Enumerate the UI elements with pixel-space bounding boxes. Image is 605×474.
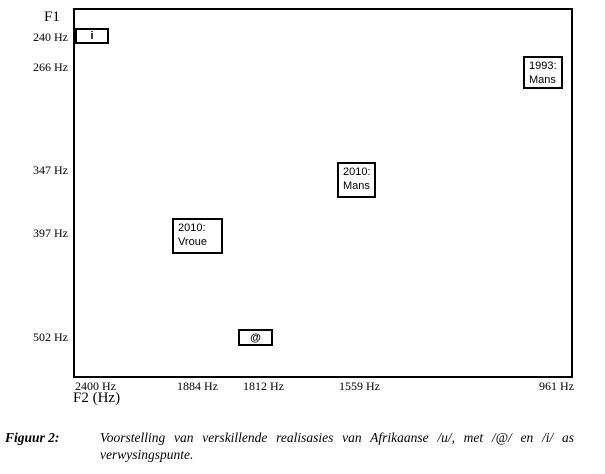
y-axis-title: F1 [44, 9, 60, 25]
data-point-box-schwa: @ [238, 329, 273, 346]
figure-caption-label: Figuur 2: [5, 430, 60, 445]
y-tick-266hz: 266 Hz [33, 60, 68, 74]
x-tick-1884hz: 1884 Hz [177, 379, 218, 393]
data-point-box-2010-mans: 2010: Mans [337, 162, 376, 198]
x-tick-1812hz: 1812 Hz [243, 379, 284, 393]
plot-area [73, 8, 573, 378]
y-tick-502hz: 502 Hz [33, 330, 68, 344]
x-axis-title: F2 (Hz) [73, 390, 121, 406]
y-tick-240hz: 240 Hz [33, 30, 68, 44]
x-tick-961hz: 961 Hz [539, 379, 574, 393]
data-point-box-i: i [75, 28, 109, 44]
x-tick-1559hz: 1559 Hz [339, 379, 380, 393]
y-tick-397hz: 397 Hz [33, 226, 68, 240]
figure-caption-text: Voorstelling van verskillende realisasie… [100, 430, 574, 462]
data-point-box-1993-mans: 1993: Mans [523, 56, 563, 89]
x-tick-2400hz: 2400 Hz [75, 379, 116, 393]
figure-caption: Figuur 2: Voorstelling van verskillende … [5, 429, 600, 463]
y-tick-347hz: 347 Hz [33, 163, 68, 177]
data-point-box-2010-vroue: 2010: Vroue [172, 218, 223, 254]
